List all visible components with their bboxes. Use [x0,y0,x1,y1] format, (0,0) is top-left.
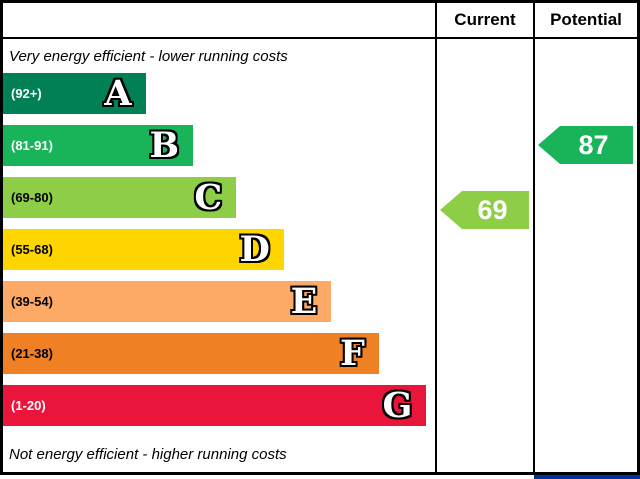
band-bar-e: (39-54) E [3,281,332,322]
band-row-e: (39-54) E [3,281,435,322]
band-letter-a: A [104,73,132,114]
band-row-b: (81-91) B [3,125,435,166]
band-range-label-d: (55-68) [11,242,53,257]
band-bar-a: (92+) A [3,73,146,114]
caption-top: Very energy efficient - lower running co… [9,47,288,65]
band-bar-c: (69-80) C [3,177,237,218]
band-letter-g: G [382,385,413,426]
potential-rating-value: 87 [578,129,609,160]
current-header: Current [437,3,533,39]
potential-rating-arrow: 87 [538,126,633,164]
caption-bottom: Not energy efficient - higher running co… [9,446,287,463]
bands-column: Very energy efficient - lower running co… [3,3,437,472]
bands: (92+) A (81-91) B (69-80) C (55-68) [3,73,435,437]
band-range-label-g: (1-20) [11,398,46,413]
current-rating-value: 69 [477,194,508,225]
band-row-d: (55-68) D [3,229,435,270]
band-letter-f: F [339,333,365,374]
potential-column-body: 87 [535,39,637,472]
band-letter-c: C [194,177,223,218]
band-range-label-a: (92+) [11,86,42,101]
band-row-c: (69-80) C [3,177,435,218]
band-letter-b: B [149,125,180,166]
band-row-f: (21-38) F [3,333,435,374]
band-bar-g: (1-20) G [3,385,427,426]
band-row-g: (1-20) G [3,385,435,426]
potential-header: Potential [535,3,637,39]
header-spacer-cell [3,3,435,39]
current-rating-arrow: 69 [440,191,529,229]
band-range-label-c: (69-80) [11,190,53,205]
current-column: Current 69 [437,3,535,472]
potential-column: Potential 87 [535,3,637,472]
band-bar-d: (55-68) D [3,229,284,270]
band-letter-d: D [239,229,270,270]
band-row-a: (92+) A [3,73,435,114]
band-range-label-b: (81-91) [11,138,53,153]
band-bar-b: (81-91) B [3,125,194,166]
band-letter-e: E [290,281,318,322]
eu-directive-border-fragment [534,475,640,479]
band-range-label-e: (39-54) [11,294,53,309]
current-column-body: 69 [437,39,533,472]
band-range-label-f: (21-38) [11,346,53,361]
band-bar-f: (21-38) F [3,333,379,374]
